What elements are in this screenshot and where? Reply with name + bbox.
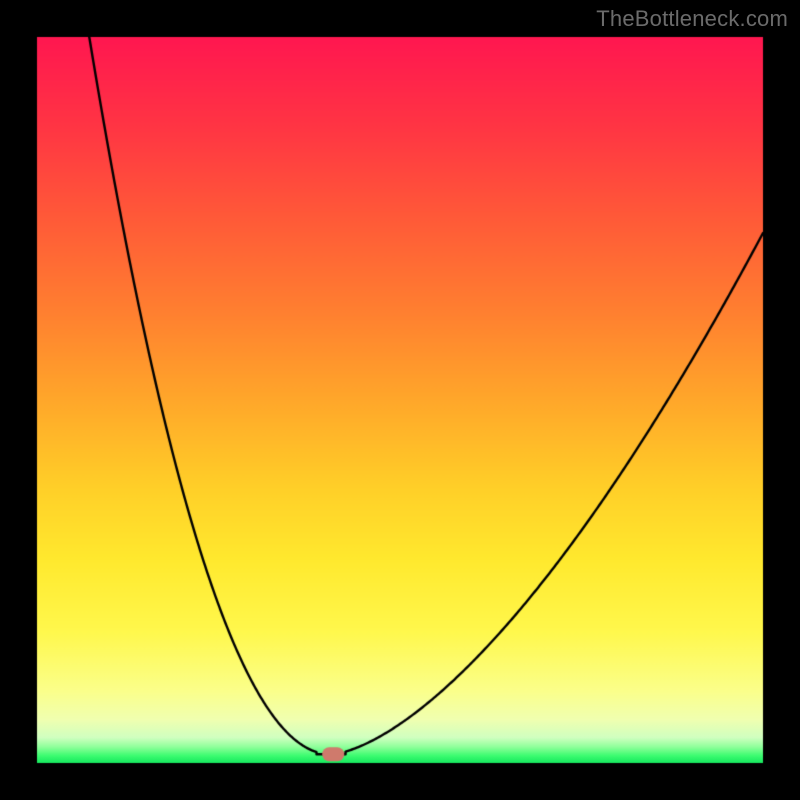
plot-canvas-wrap bbox=[0, 0, 800, 800]
chart-frame: TheBottleneck.com bbox=[0, 0, 800, 800]
bottleneck-curve-chart bbox=[0, 0, 800, 800]
watermark-label: TheBottleneck.com bbox=[596, 6, 788, 32]
